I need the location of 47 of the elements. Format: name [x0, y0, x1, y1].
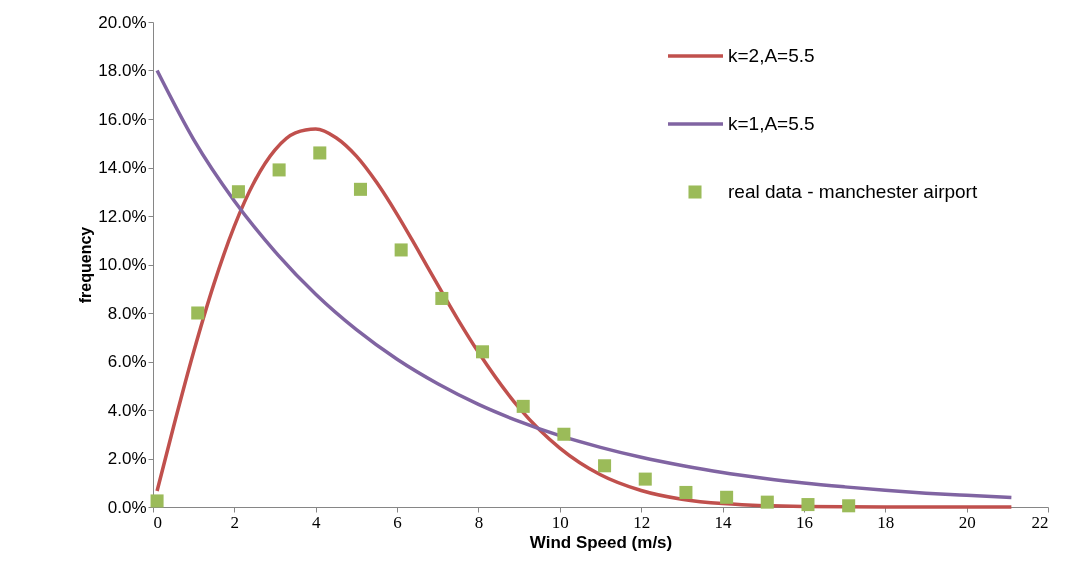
y-tick-label: 6.0%	[107, 352, 147, 371]
y-tick-label: 0.0%	[107, 497, 147, 517]
x-tick-label: 22	[1031, 512, 1049, 532]
x-tick-label: 12	[633, 512, 651, 532]
x-axis-title: Wind Speed (m/s)	[529, 532, 673, 552]
legend-label: k=1,A=5.5	[728, 113, 815, 134]
x-tick-label: 18	[877, 512, 895, 532]
y-tick-label: 12.0%	[98, 206, 147, 226]
point	[476, 345, 490, 359]
point	[394, 243, 408, 257]
x-tick-label: 20	[958, 512, 976, 532]
y-tick-label: 20.0%	[98, 12, 147, 32]
y-tick-label: 10.0%	[98, 255, 147, 274]
x-tick-label: 4	[311, 512, 321, 532]
y-tick-label: 8.0%	[107, 303, 147, 323]
y-tick-label: 14.0%	[98, 158, 147, 177]
point	[191, 306, 205, 320]
x-tick-label: 0	[153, 512, 162, 532]
point	[272, 163, 286, 177]
point	[557, 427, 571, 441]
legend-label: k=2,A=5.5	[728, 45, 815, 66]
y-tick-label: 4.0%	[107, 400, 147, 420]
point	[679, 485, 693, 499]
y-tick-label: 18.0%	[98, 61, 147, 80]
point	[801, 498, 815, 512]
point	[760, 495, 774, 509]
point	[353, 182, 367, 196]
x-tick-label: 14	[714, 512, 733, 532]
point	[842, 499, 856, 513]
y-tick-label: 2.0%	[107, 449, 147, 468]
point	[435, 291, 449, 305]
x-tick-label: 8	[474, 512, 484, 532]
x-tick-label: 10	[551, 512, 569, 532]
x-tick-label: 6	[393, 512, 402, 532]
point	[638, 472, 652, 486]
point	[150, 494, 164, 508]
point	[231, 185, 245, 199]
y-axis-title: frequency	[77, 226, 95, 304]
x-tick-label: 2	[230, 512, 240, 532]
line-series	[155, 68, 1014, 500]
y-tick-label: 16.0%	[98, 109, 147, 129]
point	[598, 459, 612, 473]
point	[313, 146, 327, 160]
legend-label: real data - manchester airport	[728, 181, 978, 202]
point	[516, 399, 530, 413]
point	[720, 490, 734, 504]
x-tick-label: 16	[795, 512, 813, 532]
